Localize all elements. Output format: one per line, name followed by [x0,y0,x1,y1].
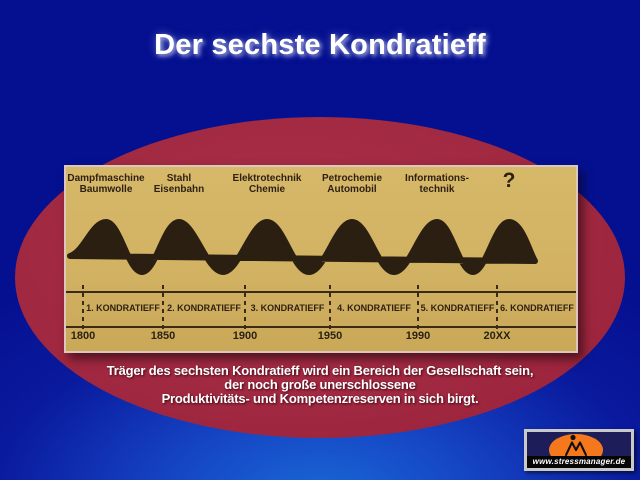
caption-line-1: Träger des sechsten Kondratieff wird ein… [106,363,534,378]
period-divider [329,285,331,331]
year-tick-1950: 1950 [317,330,343,342]
tech-label-line: Informations- [405,173,469,184]
tech-label-4: Petrochemie Automobil [310,173,394,195]
period-divider [417,285,419,331]
wave-curve [67,219,538,275]
tech-label-line: Eisenbahn [153,184,205,195]
caption-line-2: der noch große unerschlossene [224,377,416,392]
person-icon [564,434,588,457]
period-label-4: 4. KONDRATIEFF [337,303,411,313]
period-divider [162,285,164,331]
period-divider [82,285,84,331]
slide-caption: Träger des sechsten Kondratieff wird ein… [0,364,640,406]
period-label-1: 1. KONDRATIEFF [86,303,160,313]
tech-label-1: Dampfmaschine Baumwolle [64,173,148,195]
tech-label-line: Chemie [248,184,286,195]
timeline-upper-rule [66,291,576,293]
tech-label-line: Elektrotechnik [232,173,302,184]
period-label-2: 2. KONDRATIEFF [167,303,241,313]
tech-label-line: Stahl [166,173,192,184]
kondratieff-wave-chart: Dampfmaschine Baumwolle Stahl Eisenbahn … [64,165,578,353]
period-divider [244,285,246,331]
year-tick-1850: 1850 [150,330,176,342]
tech-label-line: Petrochemie [321,173,383,184]
timeline-lower-rule [66,326,576,328]
period-label-3: 3. KONDRATIEFF [250,303,325,313]
tech-label-5: Informations- technik [395,173,479,195]
stressmanager-logo[interactable]: www.stressmanager.de [524,429,634,471]
tech-label-2: Stahl Eisenbahn [137,173,221,195]
year-tick-1800: 1800 [70,330,96,342]
tech-label-line: Automobil [327,184,377,195]
caption-line-3: Produktivitäts- und Kompetenzreserven in… [161,391,479,406]
period-label-6: 6. KONDRATIEFF [500,303,574,313]
slide-title: Der sechste Kondratieff [154,29,486,61]
tech-label-line: technik [419,184,455,195]
period-divider [496,285,498,331]
tech-label-line: Dampfmaschine [67,173,145,184]
year-tick-1990: 1990 [405,330,431,342]
year-tick-20xx: 20XX [483,330,511,342]
question-mark-label: ? [502,169,516,192]
period-label-5: 5. KONDRATIEFF [420,303,495,313]
tech-label-3: Elektrotechnik Chemie [225,173,309,195]
year-tick-1900: 1900 [232,330,258,342]
logo-url-text: www.stressmanager.de [527,456,631,468]
tech-label-line: Baumwolle [79,184,133,195]
